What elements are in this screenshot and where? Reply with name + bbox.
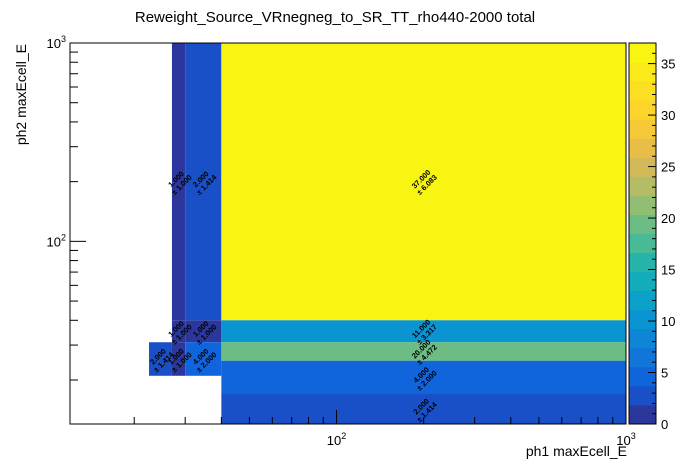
palette-band <box>629 252 656 273</box>
y-tick-base: 10 <box>47 234 61 249</box>
color-palette: 0 5 10 15 20 25 30 35 <box>628 42 675 432</box>
palette-band <box>629 157 656 177</box>
palette-band <box>629 43 656 63</box>
heatmap-cell <box>185 320 222 343</box>
heatmap-cell <box>221 360 627 394</box>
heatmap-cell <box>185 43 222 321</box>
heatmap-cell <box>221 320 627 343</box>
heatmap-cell <box>221 342 627 361</box>
palette-band <box>629 271 656 292</box>
palette-border <box>628 42 657 425</box>
palette-band <box>629 328 656 349</box>
x-tick-base: 10 <box>616 433 630 448</box>
y-tick-base: 10 <box>47 36 61 51</box>
heatmap-cell <box>171 342 186 376</box>
palette-tick-label: 15 <box>661 263 675 278</box>
palette-band <box>629 119 656 139</box>
heatmap-cell <box>185 342 222 376</box>
x-tick-base: 10 <box>327 433 341 448</box>
palette-band <box>629 290 656 311</box>
heatmap-cell <box>149 342 172 376</box>
x-axis-label: ph1 maxEcell_E <box>526 443 627 459</box>
plot-border <box>69 42 627 425</box>
plot-frame <box>69 42 627 425</box>
palette-band <box>629 233 656 254</box>
y-axis-label: ph2 maxEcell_E <box>13 44 29 145</box>
palette-band <box>629 404 656 425</box>
heatmap-cell <box>221 43 627 321</box>
palette-tick-label: 35 <box>661 57 675 72</box>
cells-layer <box>149 43 627 424</box>
y-tick-label: 103 <box>47 34 66 51</box>
palette-tick-label: 5 <box>661 366 668 381</box>
palette-band <box>629 62 656 82</box>
y-tick-label: 102 <box>47 232 66 249</box>
palette-band <box>629 309 656 330</box>
palette-band <box>629 138 656 158</box>
palette-band <box>629 100 656 120</box>
palette-tick-label: 0 <box>661 417 668 432</box>
palette-tick-label: 30 <box>661 108 675 123</box>
palette-band <box>629 366 656 387</box>
x-tick-exponent: 3 <box>631 431 636 441</box>
x-axis: 102 103 <box>133 410 636 448</box>
palette-band <box>629 385 656 406</box>
palette-band <box>629 195 656 215</box>
heatmap-cell <box>171 43 186 321</box>
palette-tick-label: 25 <box>661 160 675 175</box>
y-tick-exponent: 3 <box>61 34 66 44</box>
palette-band <box>629 214 656 234</box>
x-tick-exponent: 2 <box>341 431 346 441</box>
x-tick-label: 102 <box>327 431 346 448</box>
palette-band <box>629 176 656 196</box>
palette-tick-label: 10 <box>661 314 675 329</box>
palette-band <box>629 81 656 101</box>
x-tick-label: 103 <box>616 431 635 448</box>
heatmap-cell <box>171 320 186 343</box>
palette-tick-label: 20 <box>661 211 675 226</box>
chart-title: Reweight_Source_VRnegneg_to_SR_TT_rho440… <box>135 9 535 26</box>
y-tick-exponent: 2 <box>61 232 66 242</box>
palette-band <box>629 347 656 368</box>
